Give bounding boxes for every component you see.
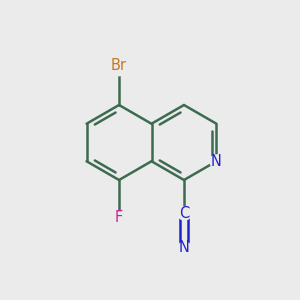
Text: N: N (211, 154, 222, 169)
Text: N: N (178, 240, 189, 255)
Text: F: F (115, 210, 123, 225)
Text: C: C (179, 206, 189, 220)
Text: Br: Br (111, 58, 127, 73)
